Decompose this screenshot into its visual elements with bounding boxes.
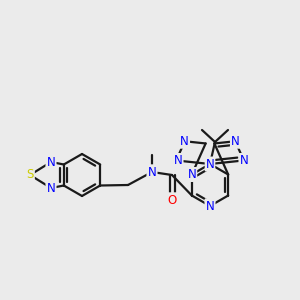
Text: N: N (46, 155, 56, 169)
Text: S: S (26, 169, 34, 182)
Text: N: N (206, 200, 214, 212)
Text: N: N (239, 154, 248, 167)
Text: N: N (148, 166, 156, 178)
Text: N: N (180, 135, 189, 148)
Text: O: O (167, 194, 177, 206)
Text: N: N (206, 200, 214, 212)
Text: S: S (26, 169, 34, 182)
Text: N: N (148, 166, 156, 178)
Text: N: N (206, 158, 214, 170)
Text: N: N (46, 155, 56, 169)
Text: N: N (174, 154, 183, 167)
Text: N: N (188, 168, 196, 181)
Text: N: N (231, 135, 240, 148)
Text: O: O (167, 194, 177, 206)
Text: N: N (46, 182, 56, 194)
Text: N: N (46, 182, 56, 194)
Text: N: N (188, 168, 196, 181)
